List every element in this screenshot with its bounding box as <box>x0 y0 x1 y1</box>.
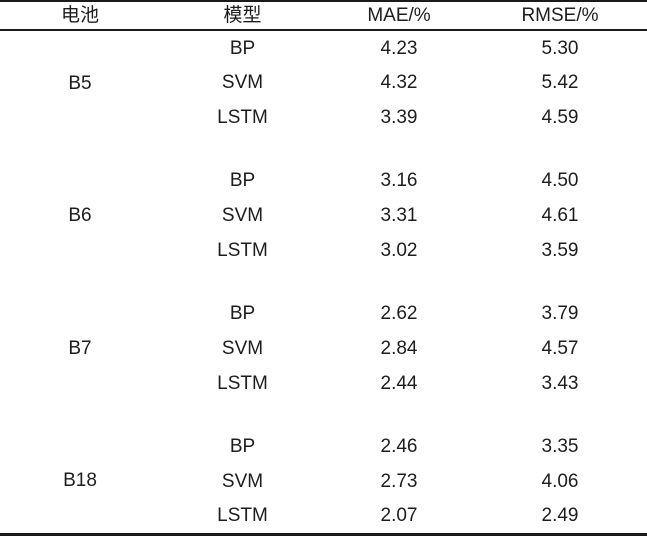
model-cell: LSTM <box>217 373 268 394</box>
header-row: 电池 模型 MAE/% RMSE/% <box>0 1 647 30</box>
rmse-cell: 4.06 <box>541 471 579 492</box>
battery-label-b6: B6 <box>68 205 92 226</box>
mae-cell: 2.44 <box>380 373 418 394</box>
table-row: SVM 2.84 4.57 <box>0 331 647 366</box>
header-mae: MAE/% <box>367 5 431 26</box>
mae-cell: 4.32 <box>380 72 418 93</box>
battery-label-b18: B18 <box>63 470 97 492</box>
mae-cell: 2.62 <box>380 303 418 324</box>
table-header: 电池 模型 MAE/% RMSE/% <box>0 1 647 30</box>
model-cell: SVM <box>221 338 264 359</box>
mae-cell: 2.07 <box>380 505 418 527</box>
table-row: SVM 2.73 4.06 <box>0 464 647 499</box>
rmse-cell: 3.43 <box>541 373 579 394</box>
table-row: SVM 3.31 4.61 <box>0 198 647 233</box>
model-cell: BP <box>229 303 256 324</box>
table-row: SVM 4.32 5.42 <box>0 65 647 100</box>
rmse-cell: 2.49 <box>541 505 579 527</box>
rmse-cell: 5.30 <box>541 37 579 59</box>
group-spacer <box>0 268 647 296</box>
battery-label-b5: B5 <box>68 72 92 94</box>
table-row: LSTM 2.44 3.43 <box>0 366 647 401</box>
rmse-cell: 4.57 <box>541 338 579 359</box>
table-row: LSTM 3.39 4.59 <box>0 100 647 135</box>
mae-cell: 4.23 <box>380 37 418 59</box>
table-row: B6 BP 3.16 4.50 <box>0 163 647 225</box>
rmse-cell: 4.61 <box>541 205 579 226</box>
battery-label-b7: B7 <box>68 338 92 359</box>
mae-cell: 2.73 <box>380 471 418 492</box>
mae-cell: 3.16 <box>380 170 418 191</box>
rmse-cell: 3.59 <box>541 240 579 261</box>
table-row: B5 BP 4.23 5.30 <box>0 30 647 93</box>
table-row: B18 BP 2.46 3.35 <box>0 429 647 490</box>
model-cell: BP <box>229 170 256 191</box>
model-cell: SVM <box>221 205 264 226</box>
table-row: B7 BP 2.62 3.79 <box>0 296 647 358</box>
table-row: LSTM 2.07 2.49 <box>0 499 647 534</box>
model-cell: LSTM <box>217 240 268 261</box>
mae-cell: 3.39 <box>380 107 418 128</box>
rmse-cell: 4.59 <box>541 107 579 128</box>
mae-cell: 3.31 <box>380 205 418 226</box>
model-cell: LSTM <box>217 505 268 527</box>
group-spacer <box>0 401 647 429</box>
model-cell: BP <box>229 37 256 59</box>
mae-cell: 2.84 <box>380 338 418 359</box>
model-cell: SVM <box>221 72 264 93</box>
mae-cell: 2.46 <box>380 436 418 457</box>
rmse-cell: 5.42 <box>541 72 579 93</box>
model-cell: LSTM <box>217 107 268 128</box>
rmse-cell: 4.50 <box>541 170 579 191</box>
group-spacer <box>0 135 647 163</box>
model-cell: BP <box>229 436 256 457</box>
model-cell: SVM <box>221 471 264 492</box>
header-battery: 电池 <box>60 5 99 26</box>
rmse-cell: 3.35 <box>541 436 579 457</box>
rmse-cell: 3.79 <box>541 303 579 324</box>
mae-cell: 3.02 <box>380 240 418 261</box>
table-row: LSTM 3.02 3.59 <box>0 233 647 268</box>
header-rmse: RMSE/% <box>521 5 599 26</box>
header-model: 模型 <box>223 5 262 26</box>
